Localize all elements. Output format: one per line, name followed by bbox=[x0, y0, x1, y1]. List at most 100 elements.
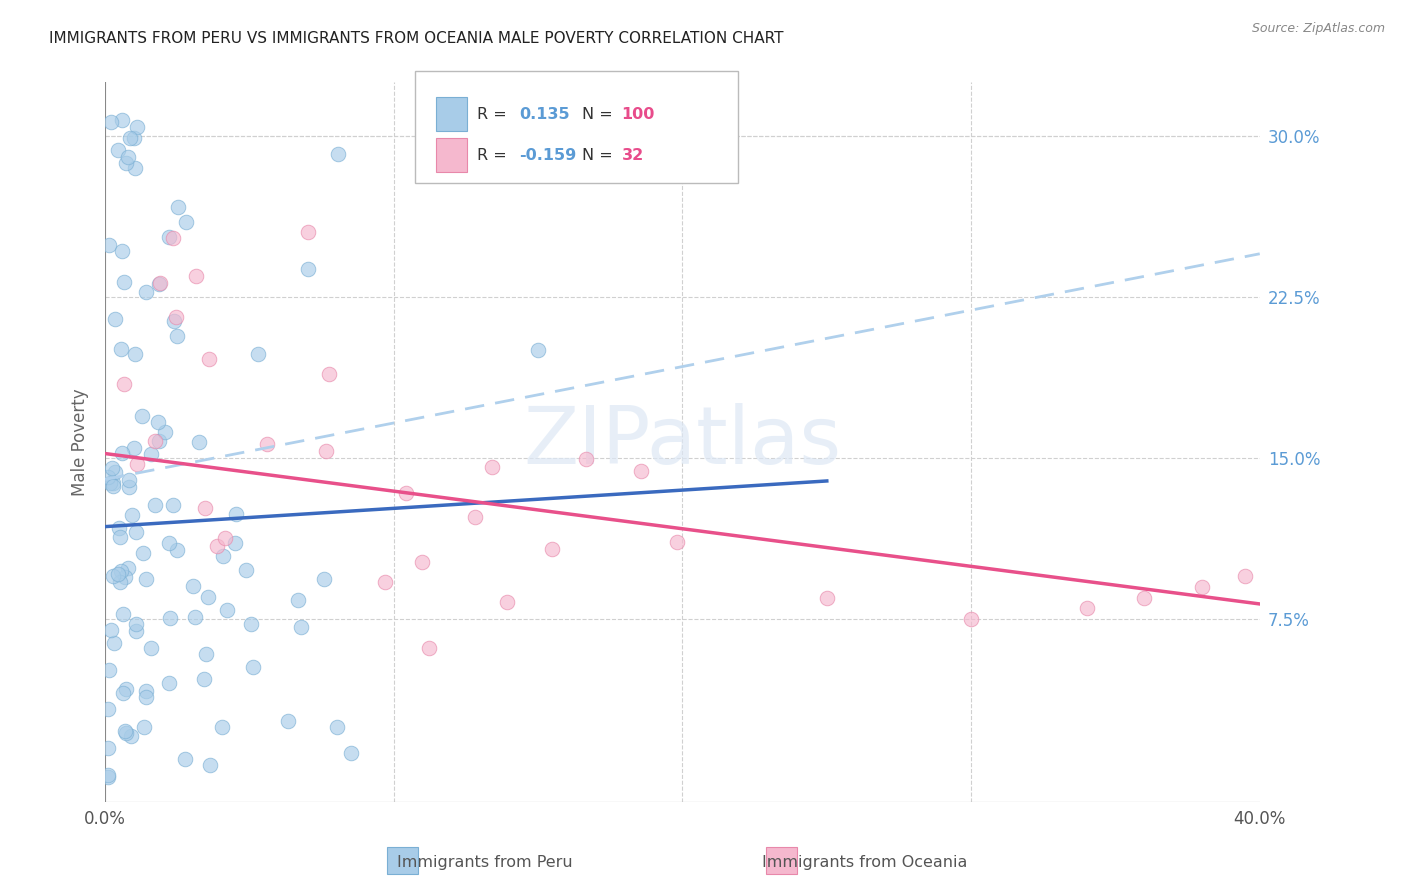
Point bbox=[97, 237, 120, 252]
Point bbox=[240, 617, 263, 632]
Point bbox=[110, 564, 132, 578]
Point bbox=[527, 343, 550, 358]
Point bbox=[325, 720, 347, 734]
Point bbox=[181, 579, 204, 593]
Point bbox=[117, 150, 139, 164]
Point bbox=[149, 276, 172, 290]
Point bbox=[287, 592, 309, 607]
Point bbox=[184, 269, 207, 284]
Point bbox=[146, 415, 169, 429]
Point bbox=[110, 574, 132, 589]
Point bbox=[114, 724, 136, 739]
Point bbox=[157, 676, 180, 690]
Point bbox=[665, 535, 688, 549]
Point bbox=[167, 200, 190, 214]
Point bbox=[100, 115, 122, 129]
Point bbox=[297, 262, 319, 277]
Point bbox=[195, 647, 218, 661]
Point bbox=[815, 591, 838, 605]
Point bbox=[297, 225, 319, 239]
Point bbox=[211, 720, 233, 734]
Point bbox=[242, 660, 264, 674]
Text: Immigrants from Oceania: Immigrants from Oceania bbox=[762, 855, 967, 870]
Point bbox=[1191, 580, 1213, 594]
Point bbox=[326, 146, 349, 161]
Point bbox=[339, 747, 361, 761]
Text: ZIPatlas: ZIPatlas bbox=[523, 403, 842, 481]
Point bbox=[125, 457, 148, 471]
Point bbox=[114, 726, 136, 740]
Point bbox=[193, 672, 215, 686]
Point bbox=[212, 549, 235, 564]
Point bbox=[135, 285, 157, 300]
Point bbox=[100, 623, 122, 637]
Point bbox=[97, 768, 120, 782]
Point bbox=[122, 441, 145, 455]
Point bbox=[125, 624, 148, 638]
Point bbox=[1133, 591, 1156, 605]
Point bbox=[111, 244, 134, 258]
Point bbox=[224, 535, 246, 549]
Point bbox=[496, 595, 519, 609]
Point bbox=[112, 686, 135, 700]
Point bbox=[481, 459, 503, 474]
Point bbox=[173, 752, 195, 766]
Point bbox=[118, 473, 141, 487]
Point bbox=[108, 521, 131, 535]
Text: 32: 32 bbox=[621, 148, 644, 163]
Point bbox=[101, 476, 124, 491]
Point bbox=[101, 479, 124, 493]
Point bbox=[411, 555, 433, 569]
Text: Source: ZipAtlas.com: Source: ZipAtlas.com bbox=[1251, 22, 1385, 36]
Point bbox=[314, 572, 336, 586]
Point bbox=[115, 156, 138, 170]
Point bbox=[217, 602, 239, 616]
Point bbox=[97, 770, 120, 784]
Point bbox=[464, 510, 486, 524]
Point bbox=[166, 329, 188, 343]
Point bbox=[141, 447, 163, 461]
Point bbox=[225, 508, 247, 522]
Point bbox=[122, 131, 145, 145]
Point bbox=[148, 277, 170, 292]
Point bbox=[1076, 601, 1098, 615]
Point bbox=[235, 563, 257, 577]
Point bbox=[97, 702, 120, 716]
Point bbox=[318, 368, 340, 382]
Text: IMMIGRANTS FROM PERU VS IMMIGRANTS FROM OCEANIA MALE POVERTY CORRELATION CHART: IMMIGRANTS FROM PERU VS IMMIGRANTS FROM … bbox=[49, 31, 783, 46]
Point bbox=[117, 560, 139, 574]
Point bbox=[141, 640, 163, 655]
Point bbox=[148, 434, 170, 448]
Point bbox=[163, 313, 186, 327]
Text: -0.159: -0.159 bbox=[519, 148, 576, 163]
Point bbox=[290, 620, 312, 634]
Point bbox=[1234, 569, 1257, 583]
Point bbox=[114, 570, 136, 584]
Point bbox=[103, 636, 125, 650]
Point bbox=[131, 409, 153, 424]
Point bbox=[166, 542, 188, 557]
Point bbox=[157, 230, 180, 244]
Point bbox=[135, 684, 157, 698]
Point bbox=[118, 480, 141, 494]
Point bbox=[118, 131, 141, 145]
Point bbox=[575, 451, 598, 466]
Point bbox=[135, 572, 157, 586]
Point bbox=[98, 475, 121, 490]
Point bbox=[110, 342, 132, 356]
Text: N =: N = bbox=[582, 148, 619, 163]
Point bbox=[153, 425, 176, 439]
Point bbox=[97, 663, 120, 677]
Point bbox=[114, 275, 136, 289]
Point bbox=[111, 113, 134, 128]
Point bbox=[197, 590, 219, 604]
Point bbox=[540, 542, 562, 557]
Point bbox=[143, 498, 166, 512]
Point bbox=[107, 143, 129, 157]
Point bbox=[108, 530, 131, 544]
Point bbox=[194, 501, 217, 516]
Point bbox=[395, 486, 418, 500]
Point bbox=[97, 470, 120, 484]
Point bbox=[159, 536, 181, 550]
Point bbox=[418, 641, 440, 656]
